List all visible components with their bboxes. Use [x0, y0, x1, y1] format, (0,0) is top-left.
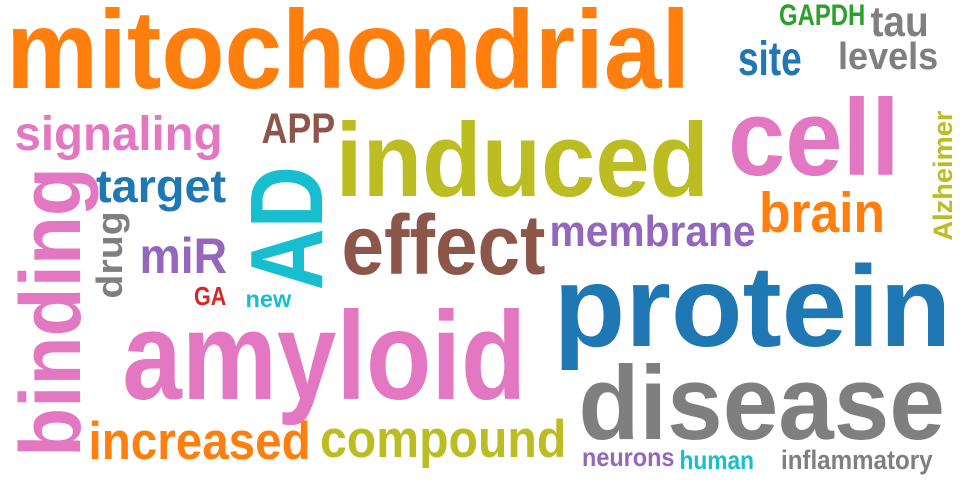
word-target: target [95, 160, 227, 212]
word-disease: disease [577, 344, 945, 462]
word-inflammatory: inflammatory [780, 444, 933, 475]
word-cell: cell [727, 76, 900, 199]
word-compound: compound [320, 409, 567, 469]
word-protein: protein [552, 242, 951, 371]
word-ga: GA [194, 282, 227, 311]
word-effect: effect [340, 198, 546, 292]
word-brain: brain [759, 181, 885, 244]
word-site: site [737, 31, 802, 86]
word-mitochondrial: mitochondrial [6, 0, 691, 112]
word-amyloid: amyloid [121, 285, 526, 426]
word-tau: tau [869, 0, 929, 45]
word-binding: binding [3, 167, 100, 457]
word-app: APP [260, 105, 335, 152]
word-ad: AD [228, 165, 344, 290]
word-signaling: signaling [13, 106, 223, 161]
word-new: new [245, 285, 291, 312]
word-alzheimer: Alzheimer [927, 109, 958, 241]
word-increased: increased [88, 411, 311, 471]
word-gapdh: GAPDH [779, 0, 866, 32]
word-drug: drug [89, 211, 130, 299]
word-neurons: neurons [582, 443, 675, 472]
word-mir: miR [139, 228, 227, 284]
word-levels: levels [838, 35, 939, 78]
word-induced: induced [334, 101, 709, 219]
word-human: human [679, 446, 754, 475]
word-membrane: membrane [549, 207, 756, 256]
